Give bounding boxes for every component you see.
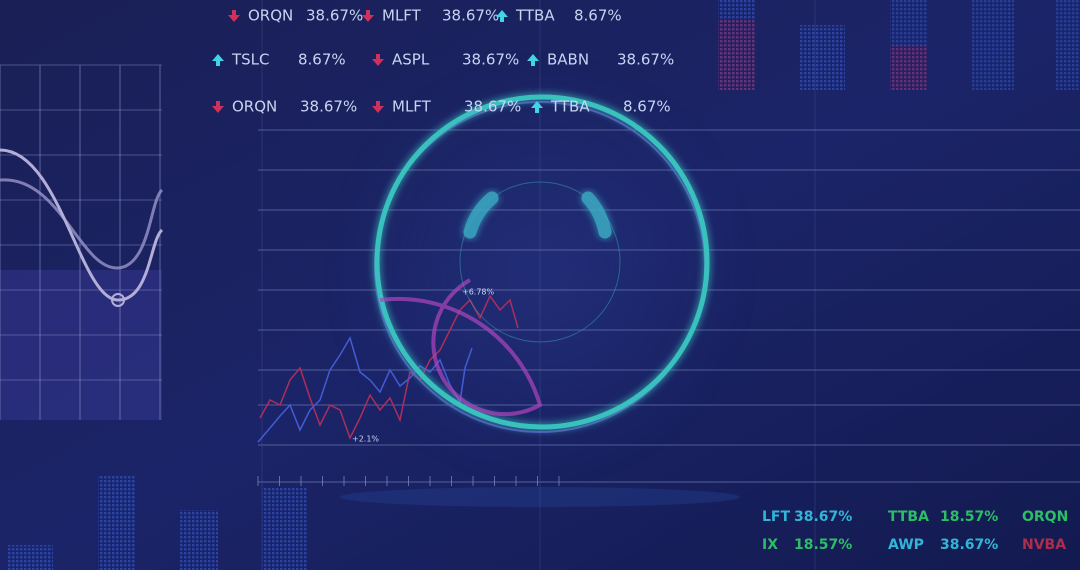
- power-symbol: [463, 191, 612, 239]
- wave: [0, 148, 164, 302]
- wave-dot: [111, 293, 125, 307]
- ticker-change: 8.67%: [298, 51, 346, 69]
- ticker-symbol: ORQN: [248, 7, 293, 25]
- wave: [0, 178, 164, 270]
- arrow: [212, 54, 224, 66]
- ticker-symbol: ORQN: [1022, 509, 1068, 525]
- annotation: +2.1%: [352, 435, 379, 444]
- ticker-symbol: TTBA: [515, 7, 555, 25]
- ticker-symbol: TTBA: [888, 509, 929, 525]
- squiggle: [257, 336, 473, 443]
- arrow: [228, 10, 240, 22]
- ticker-symbol: TTBA: [550, 98, 590, 116]
- ticker-change: 18.57%: [940, 509, 998, 525]
- ticker-symbol: ORQN: [232, 98, 277, 116]
- ticker-symbol: NVBA: [1022, 537, 1066, 553]
- ticker-change: 38.67%: [617, 51, 674, 69]
- ticker-symbol: BABN: [547, 51, 589, 69]
- arrow: [212, 101, 224, 113]
- ticker-symbol: TSLC: [231, 51, 270, 69]
- ticker-symbol: IX: [762, 537, 778, 553]
- ticker-symbol: MLFT: [392, 98, 432, 116]
- ticker-change: 38.67%: [464, 98, 521, 116]
- arrow: [527, 54, 539, 66]
- ticker-change: 38.67%: [794, 509, 852, 525]
- ticker-change: 38.67%: [306, 7, 363, 25]
- ticker-change: 8.67%: [623, 98, 671, 116]
- ticker-symbol: ASPL: [392, 51, 430, 69]
- ticker-symbol: MLFT: [382, 7, 422, 25]
- arrow: [531, 101, 543, 113]
- ticker-change: 38.67%: [940, 537, 998, 553]
- arrow: [496, 10, 508, 22]
- power-arc: [379, 278, 543, 417]
- ticker-change: 38.67%: [462, 51, 519, 69]
- squiggle: [259, 294, 519, 440]
- power-ring: [374, 94, 710, 430]
- annotation: +6.78%: [462, 288, 495, 297]
- ticker-change: 8.67%: [574, 7, 622, 25]
- ticker-symbol: AWP: [888, 537, 924, 553]
- ticker-change: 38.67%: [300, 98, 357, 116]
- ticker-symbol: LFT: [762, 509, 790, 525]
- ticker-change: 18.57%: [794, 537, 852, 553]
- ticker-rows: ORQN 38.67% MLFT 38.67% TTBA 8.67% TSLC 8.67% AS…: [212, 7, 674, 116]
- ticker-change: 38.67%: [442, 7, 499, 25]
- arrow: [372, 54, 384, 66]
- arrow: [372, 101, 384, 113]
- arrow: [362, 10, 374, 22]
